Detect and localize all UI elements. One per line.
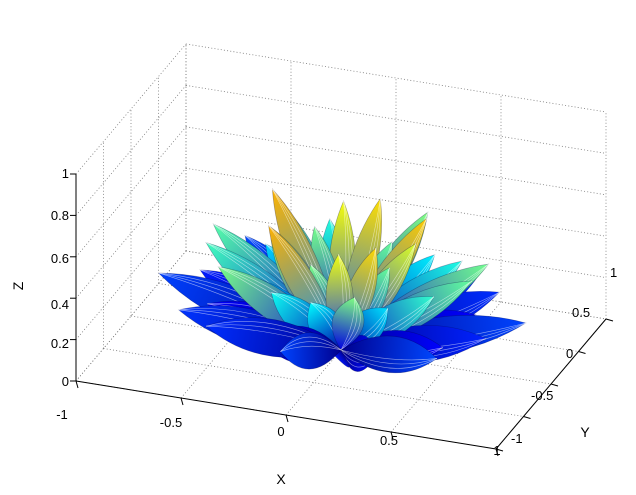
surface-mesh-line	[340, 349, 437, 365]
y-tick-label: 0	[566, 346, 573, 361]
floor-grid-line	[130, 315, 552, 385]
wall-grid-line	[185, 85, 607, 154]
x-tick-mark	[390, 431, 394, 440]
y-axis-title: Y	[580, 424, 590, 440]
x-tick-label: -1	[56, 407, 68, 422]
z-tick-label: 0.8	[51, 208, 69, 223]
z-tick-label: 0.6	[51, 251, 69, 266]
x-tick-mark	[285, 414, 289, 423]
surface-mesh-line	[280, 336, 342, 352]
y-tick-label: 1	[610, 265, 617, 280]
wall-grid-line	[185, 43, 607, 113]
x-axis-title: X	[276, 471, 286, 487]
z-tick-label: 0.4	[51, 297, 69, 312]
y-tick-label: -1	[511, 431, 523, 446]
y-tick-label: 0.5	[572, 305, 590, 320]
wall-grid-line	[185, 126, 607, 196]
floor-grid-line	[103, 348, 524, 417]
surface-petals	[157, 188, 527, 374]
y-tick-mark	[550, 383, 559, 387]
y-tick-mark	[605, 318, 614, 322]
wall-grid-line	[185, 167, 607, 237]
y-tick-mark	[495, 448, 504, 452]
wall-grid-line	[75, 43, 187, 175]
surface-mesh-line	[340, 297, 355, 351]
x-tick-mark	[495, 448, 499, 457]
x-tick-mark	[75, 380, 79, 389]
y-axis-tick-labels: -1 -0.5 0 0.5 1	[511, 265, 617, 446]
y-tick-mark	[523, 416, 531, 419]
x-tick-label: 1	[493, 443, 500, 458]
surface-mesh-line	[340, 297, 361, 351]
z-axis-tick-labels: 0 0.2 0.4 0.6 0.8 1	[51, 166, 69, 389]
wall-grid-line	[185, 209, 607, 278]
axes-box	[70, 173, 614, 457]
surface-mesh-line	[340, 297, 358, 351]
z-tick-label: 0	[62, 374, 69, 389]
x-axis-tick-labels: -1 -0.5 0 0.5 1	[56, 407, 500, 458]
surface-lobe	[331, 297, 365, 351]
wall-grid-line	[75, 85, 187, 216]
x-tick-label: -0.5	[160, 415, 182, 430]
y-tick-mark	[578, 351, 586, 354]
x-tick-label: 0	[277, 424, 284, 439]
surface-mesh-line	[340, 349, 438, 369]
x-tick-mark	[180, 397, 184, 406]
y-tick-label: -0.5	[531, 388, 553, 403]
z-tick-label: 1	[62, 166, 69, 181]
z-axis-title: Z	[10, 281, 26, 290]
surface-mesh-line	[280, 345, 342, 352]
surface-mesh-line	[280, 341, 342, 352]
x-tick-label: 0.5	[380, 433, 398, 448]
surface-mesh-line	[340, 349, 437, 361]
z-tick-label: 0.2	[51, 336, 69, 351]
